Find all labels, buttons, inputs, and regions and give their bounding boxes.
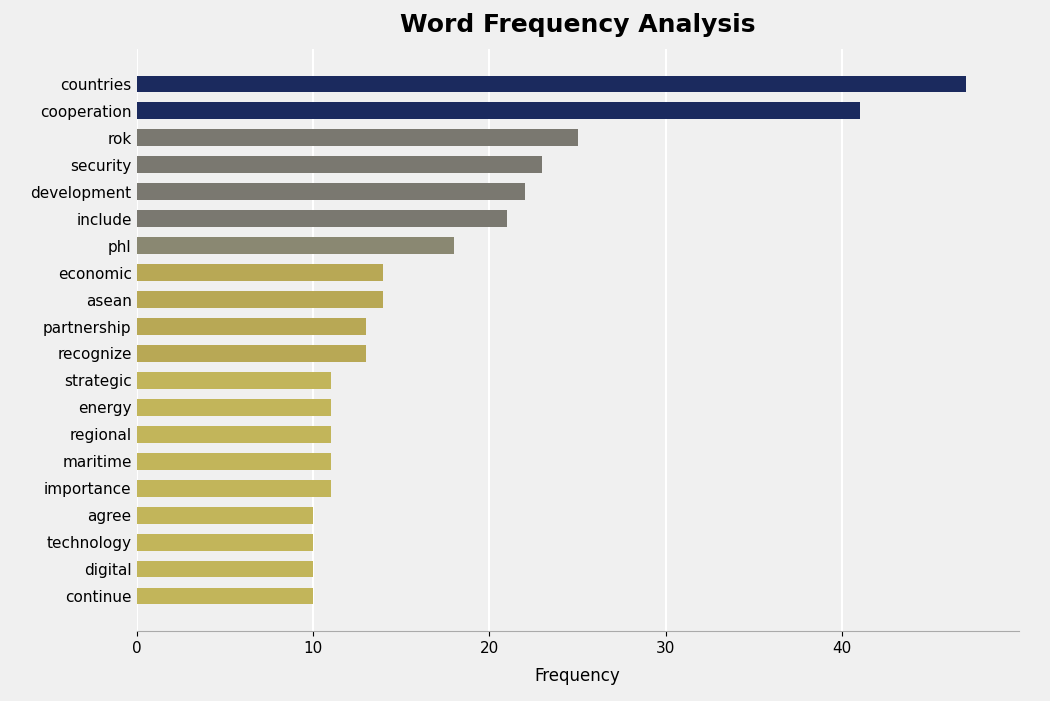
Bar xyxy=(136,399,331,416)
Bar xyxy=(136,210,507,227)
Bar xyxy=(136,507,313,524)
Bar xyxy=(136,372,331,389)
Bar xyxy=(136,453,331,470)
Bar xyxy=(136,534,313,550)
Bar xyxy=(136,76,966,93)
Bar xyxy=(136,345,365,362)
Bar xyxy=(136,264,383,281)
Title: Word Frequency Analysis: Word Frequency Analysis xyxy=(400,13,755,37)
Bar xyxy=(136,561,313,578)
X-axis label: Frequency: Frequency xyxy=(534,667,621,685)
Bar xyxy=(136,291,383,308)
Bar xyxy=(136,480,331,496)
Bar xyxy=(136,318,365,335)
Bar xyxy=(136,237,454,254)
Bar xyxy=(136,156,542,173)
Bar xyxy=(136,184,525,200)
Bar xyxy=(136,130,578,146)
Bar xyxy=(136,102,860,119)
Bar xyxy=(136,587,313,604)
Bar xyxy=(136,426,331,443)
